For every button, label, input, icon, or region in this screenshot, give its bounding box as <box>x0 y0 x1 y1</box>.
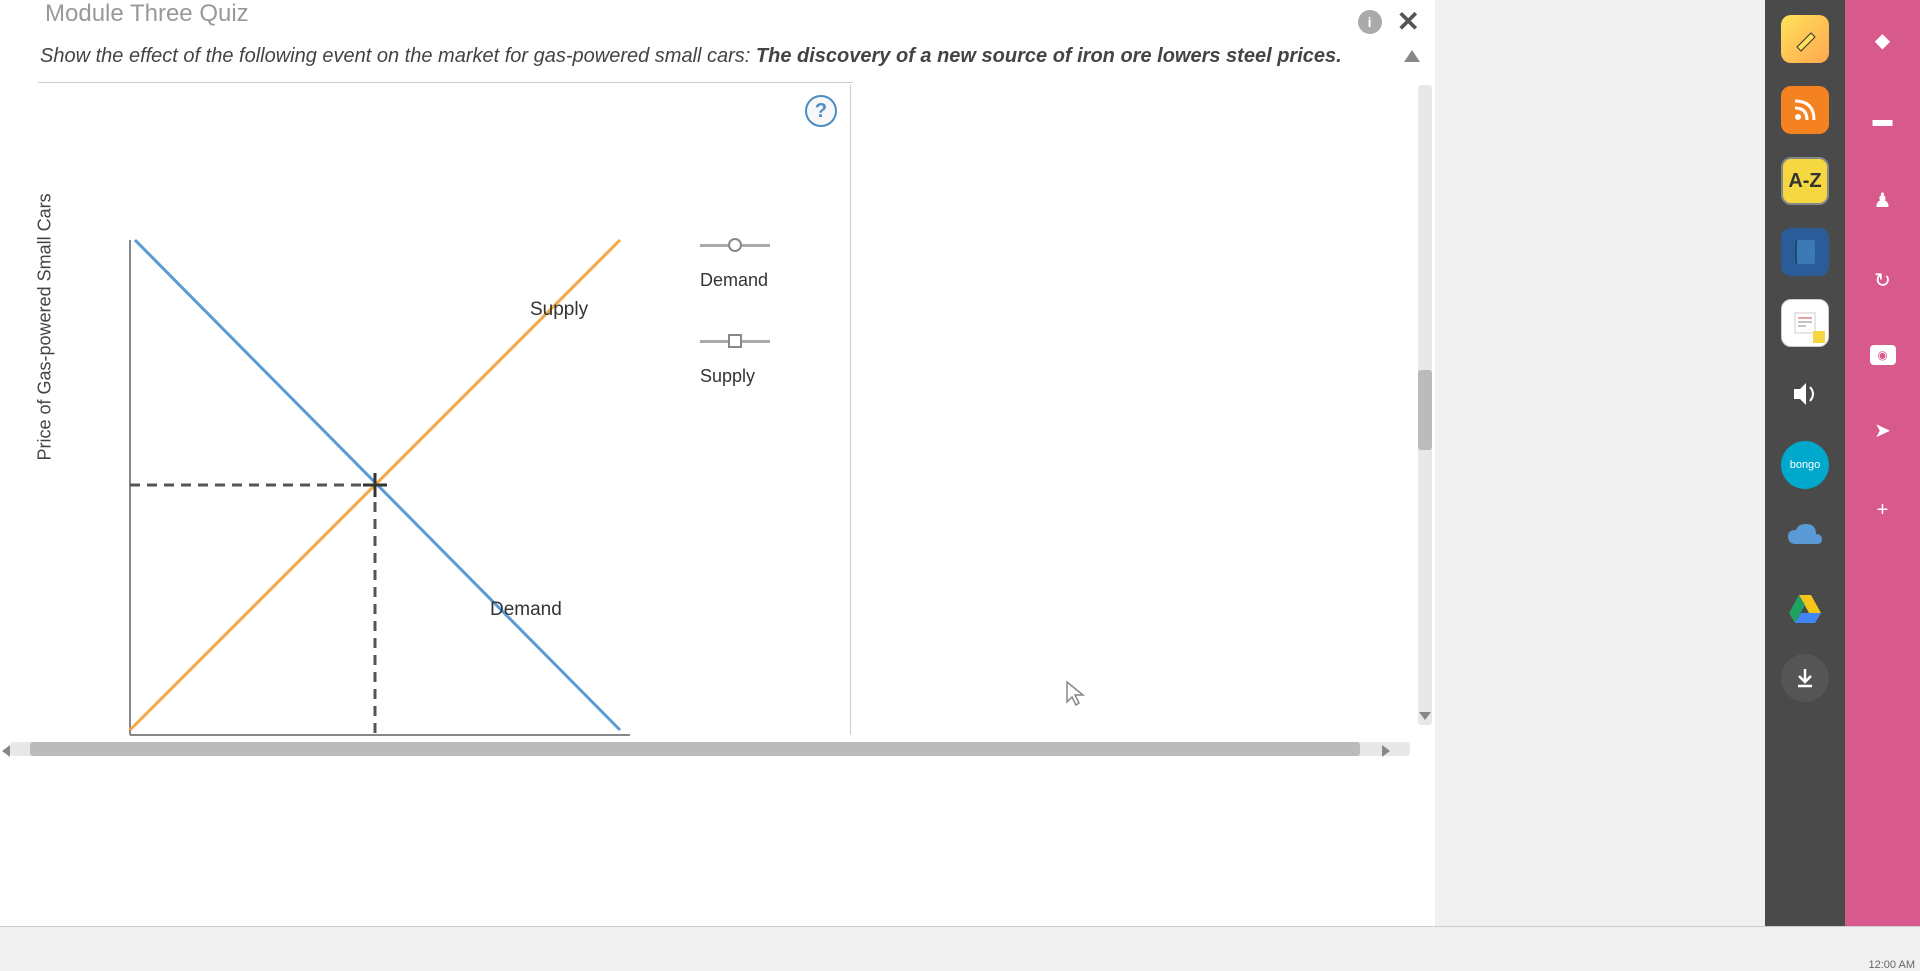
quiz-title: Module Three Quiz <box>45 0 249 28</box>
az-label: A-Z <box>1788 170 1821 193</box>
scrollbar-right-icon[interactable] <box>1382 745 1390 757</box>
cloud-icon[interactable] <box>1781 512 1829 560</box>
bongo-icon[interactable]: bongo <box>1781 441 1829 489</box>
tool-stamp-icon[interactable]: ▬ <box>1868 105 1898 135</box>
close-icon[interactable]: ✕ <box>1397 5 1420 38</box>
tool-refresh-icon[interactable]: ↻ <box>1868 265 1898 295</box>
tool-record-icon[interactable]: ◉ <box>1870 345 1896 365</box>
bongo-label: bongo <box>1790 459 1821 471</box>
tool-marker-icon[interactable]: ◆ <box>1868 25 1898 55</box>
dictionary-icon[interactable]: A-Z <box>1781 157 1829 205</box>
expand-triangle-icon[interactable] <box>1404 50 1420 62</box>
read-aloud-icon[interactable] <box>1781 370 1829 418</box>
legend-demand-symbol <box>700 235 770 255</box>
chart-legend: Demand Supply <box>700 235 770 387</box>
scrollbar-left-icon[interactable] <box>2 745 10 757</box>
app-sidebar: A-Z bongo <box>1765 0 1845 971</box>
tool-send-icon[interactable]: ➤ <box>1868 415 1898 445</box>
legend-supply-symbol <box>700 331 770 351</box>
help-button[interactable]: ? <box>805 95 837 127</box>
far-right-toolbar: ◆ ▬ ♟ ↻ ◉ ➤ + <box>1845 0 1920 971</box>
tool-figure-icon[interactable]: ♟ <box>1868 185 1898 215</box>
supply-demand-chart[interactable]: Price of Gas-powered Small Cars Supply D… <box>50 170 650 730</box>
main-content-area: Module Three Quiz i ✕ Show the effect of… <box>0 0 1435 971</box>
question-text: Show the effect of the following event o… <box>40 45 1342 68</box>
top-divider <box>38 82 853 83</box>
scrollbar-down-icon[interactable] <box>1419 712 1431 720</box>
header-icon-group: i ✕ <box>1358 5 1420 38</box>
vertical-scrollbar-thumb[interactable] <box>1418 370 1432 450</box>
cursor-icon <box>1065 680 1087 715</box>
legend-square-icon <box>728 334 742 348</box>
legend-supply-item[interactable]: Supply <box>700 331 770 387</box>
rss-icon[interactable] <box>1781 86 1829 134</box>
y-axis-label: Price of Gas-powered Small Cars <box>35 193 56 460</box>
download-icon[interactable] <box>1781 654 1829 702</box>
tool-add-icon[interactable]: + <box>1868 495 1898 525</box>
question-bold: The discovery of a new source of iron or… <box>756 45 1342 67</box>
panel-divider <box>850 85 851 735</box>
chart-svg[interactable]: Supply Demand <box>110 200 650 760</box>
taskbar-time: 12:00 AM <box>1869 959 1915 971</box>
drive-icon[interactable] <box>1781 583 1829 631</box>
info-icon[interactable]: i <box>1358 10 1382 34</box>
horizontal-scrollbar-track[interactable] <box>10 742 1410 756</box>
demand-curve-label: Demand <box>490 599 562 620</box>
legend-circle-icon <box>728 238 742 252</box>
supply-curve-label: Supply <box>530 299 589 320</box>
legend-supply-label: Supply <box>700 366 755 387</box>
highlighter-icon[interactable] <box>1781 15 1829 63</box>
help-icon: ? <box>815 100 827 123</box>
book-icon[interactable] <box>1781 228 1829 276</box>
question-prefix: Show the effect of the following event o… <box>40 45 756 67</box>
legend-demand-item[interactable]: Demand <box>700 235 770 291</box>
notes-icon[interactable] <box>1781 299 1829 347</box>
horizontal-scrollbar-thumb[interactable] <box>30 742 1360 756</box>
legend-demand-label: Demand <box>700 270 768 291</box>
taskbar: 12:00 AM <box>0 926 1920 971</box>
